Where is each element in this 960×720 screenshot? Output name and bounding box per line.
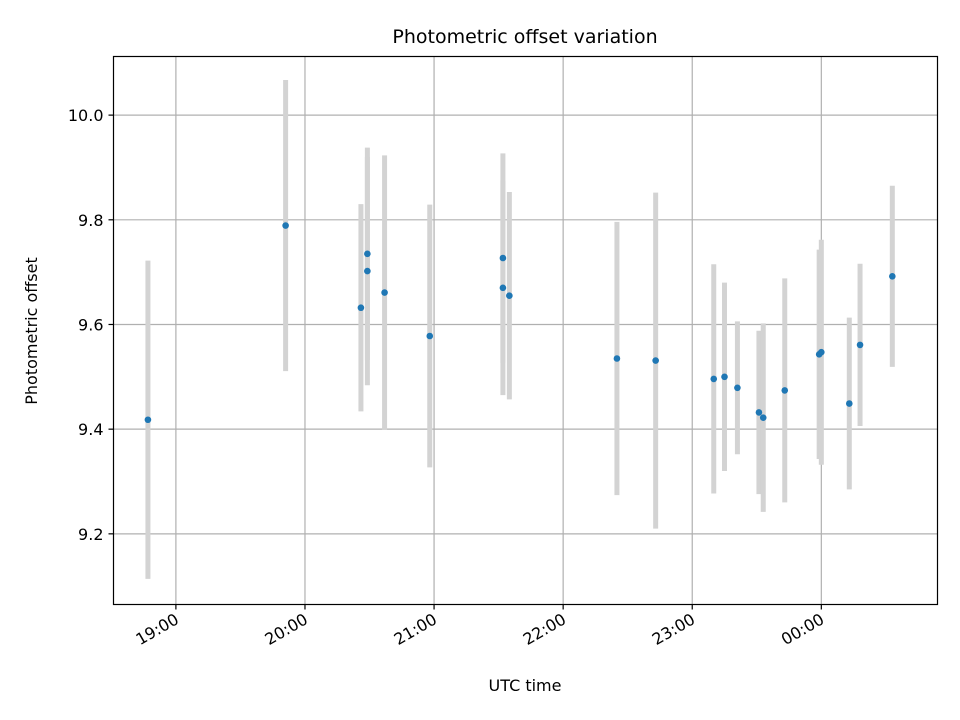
- grid-layer: [113, 56, 938, 605]
- data-point: [734, 384, 741, 392]
- data-point: [381, 289, 388, 296]
- data-point: [856, 341, 864, 349]
- y-axis-label: Photometric offset: [22, 257, 41, 405]
- y-tick-label: 10.0: [68, 106, 104, 125]
- data-point: [721, 373, 728, 381]
- data-point: [426, 332, 434, 340]
- data-point: [506, 292, 513, 299]
- data-point: [818, 348, 825, 356]
- data-point: [889, 273, 896, 280]
- data-point: [357, 304, 365, 312]
- point-layer: [144, 222, 896, 424]
- chart-title: Photometric offset variation: [392, 26, 657, 48]
- data-point: [652, 357, 659, 364]
- y-axis: 9.2 9.4 9.6 9.8 10.0: [68, 106, 114, 544]
- data-point: [759, 414, 767, 421]
- data-point: [364, 267, 371, 275]
- data-point: [144, 416, 152, 424]
- data-point: [781, 387, 789, 394]
- data-point: [364, 250, 371, 258]
- plot-frame: [112, 55, 939, 606]
- data-point: [710, 375, 718, 383]
- data-point: [499, 284, 507, 292]
- data-point: [613, 355, 621, 362]
- data-point: [282, 222, 289, 229]
- x-axis-label: UTC time: [489, 676, 562, 695]
- data-point: [755, 409, 763, 416]
- y-tick-label: 9.4: [78, 420, 103, 439]
- y-tick-label: 9.6: [78, 315, 103, 334]
- y-tick-label: 9.2: [78, 525, 103, 544]
- y-tick-label: 9.8: [78, 211, 103, 230]
- data-point: [845, 400, 853, 407]
- data-point: [499, 254, 507, 262]
